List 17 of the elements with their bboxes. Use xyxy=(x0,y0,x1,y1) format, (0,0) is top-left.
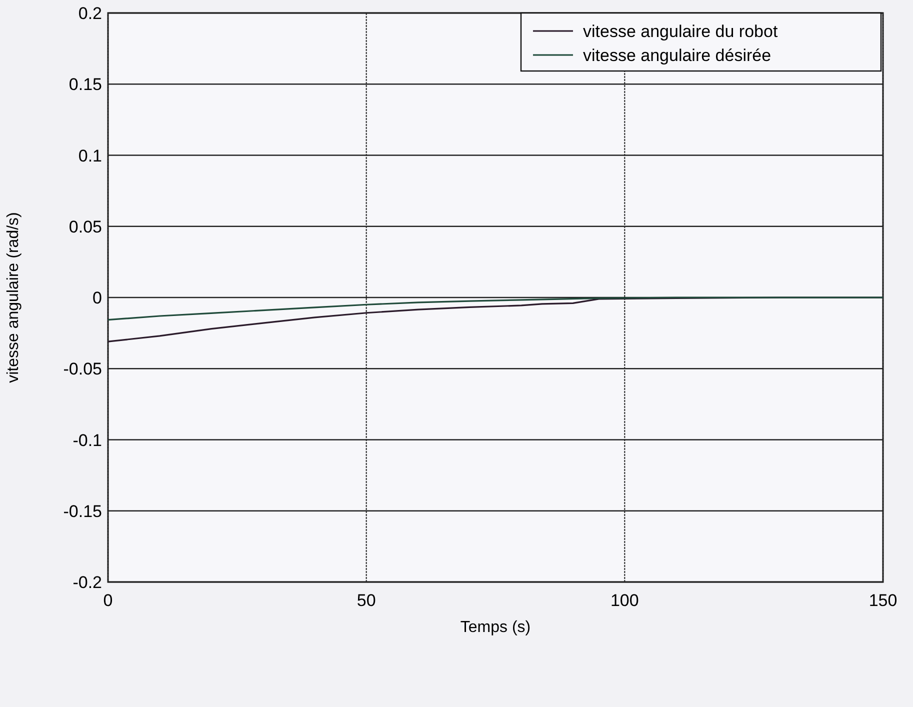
legend-label: vitesse angulaire désirée xyxy=(583,46,772,65)
x-axis-title: Temps (s) xyxy=(460,619,531,636)
y-tick-label: -0.2 xyxy=(72,573,102,592)
y-tick-label: -0.1 xyxy=(72,430,102,450)
legend-label: vitesse angulaire du robot xyxy=(583,22,778,41)
y-axis-title: vitesse angulaire (rad/s) xyxy=(5,212,22,383)
y-tick-label: -0.05 xyxy=(63,360,102,379)
y-tick-label: 0.05 xyxy=(68,217,102,236)
x-tick-label: 150 xyxy=(868,591,898,610)
y-tick-label: 0.2 xyxy=(78,4,102,23)
x-tick-label: 50 xyxy=(356,591,376,610)
line-series xyxy=(107,296,884,321)
x-tick-label: 100 xyxy=(610,591,639,610)
y-tick-label: -0.15 xyxy=(63,502,102,521)
y-tick-label: 0 xyxy=(92,288,102,308)
y-tick-label: 0.15 xyxy=(68,75,102,94)
y-tick-label: 0.1 xyxy=(78,146,102,166)
